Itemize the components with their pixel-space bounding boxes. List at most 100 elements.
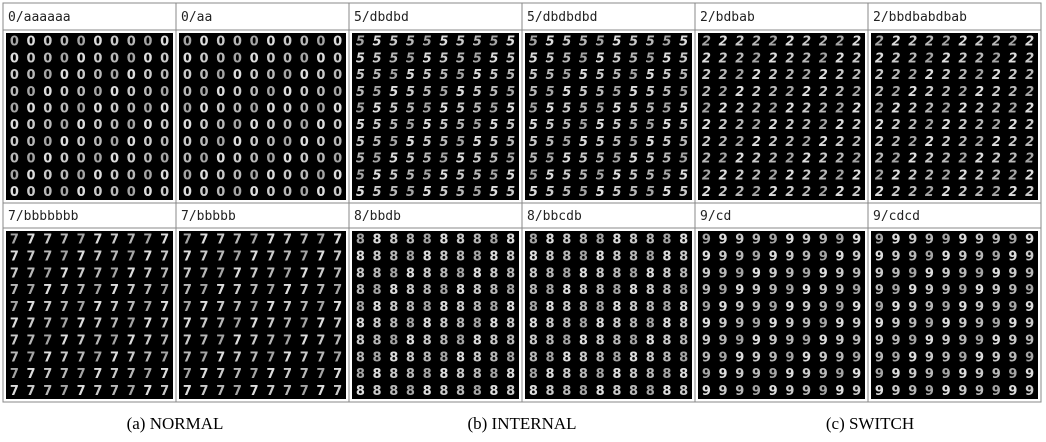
digit-glyph: 9 (835, 317, 844, 332)
digit-glyph: 8 (389, 317, 398, 332)
digit-glyph: 8 (439, 367, 448, 382)
digit-glyph: 9 (958, 266, 967, 281)
digit-glyph: 9 (1008, 334, 1017, 349)
digit-glyph: 5 (529, 101, 538, 116)
digit-glyph: 8 (506, 350, 515, 365)
digit-glyph: 2 (752, 101, 761, 116)
digit-glyph: 8 (646, 350, 655, 365)
digit-glyph: 0 (183, 68, 192, 83)
digit-glyph: 7 (300, 350, 309, 365)
digit-glyph: 0 (183, 101, 192, 116)
digit-glyph: 0 (143, 168, 152, 183)
digit-glyph: 9 (752, 317, 761, 332)
digit-glyph: 9 (702, 266, 711, 281)
digit-glyph: 0 (316, 185, 325, 200)
digit-glyph: 2 (702, 35, 711, 50)
digit-glyph: 9 (925, 384, 934, 399)
digit-glyph: 0 (110, 101, 119, 116)
digit-glyph: 8 (506, 283, 515, 298)
digit-glyph: 7 (183, 250, 192, 265)
digit-glyph: 7 (216, 283, 225, 298)
digit-glyph: 8 (529, 283, 538, 298)
digit-glyph: 5 (546, 168, 555, 183)
digit-glyph: 8 (473, 317, 482, 332)
digit-glyph: 5 (423, 168, 432, 183)
digit-glyph: 0 (250, 185, 259, 200)
digit-glyph: 0 (200, 101, 209, 116)
digit-glyph: 9 (875, 233, 884, 248)
digit-glyph: 9 (942, 317, 951, 332)
digit-glyph: 8 (646, 300, 655, 315)
digit-glyph: 7 (110, 250, 119, 265)
digit-glyph: 0 (283, 51, 292, 66)
digit-glyph: 8 (662, 317, 671, 332)
digit-glyph: 0 (233, 101, 242, 116)
digit-glyph: 9 (819, 283, 828, 298)
digit-glyph: 9 (702, 300, 711, 315)
digit-glyph: 0 (160, 168, 169, 183)
digit-glyph: 2 (925, 35, 934, 50)
digit-glyph: 8 (439, 384, 448, 399)
digit-glyph: 8 (562, 250, 571, 265)
digit-glyph: 0 (160, 185, 169, 200)
digit-glyph: 8 (473, 334, 482, 349)
digit-glyph: 0 (60, 135, 69, 150)
digit-glyph: 0 (283, 101, 292, 116)
digit-glyph: 9 (875, 317, 884, 332)
digit-glyph: 8 (356, 233, 365, 248)
digit-glyph: 2 (1025, 168, 1034, 183)
digit-glyph: 0 (316, 35, 325, 50)
digit-glyph: 5 (629, 118, 638, 133)
digit-glyph: 7 (266, 350, 275, 365)
digit-glyph: 5 (546, 118, 555, 133)
digit-glyph: 7 (250, 334, 259, 349)
digit-glyph: 7 (200, 233, 209, 248)
digit-glyph: 9 (892, 367, 901, 382)
digit-glyph: 7 (27, 233, 36, 248)
digit-glyph: 5 (473, 118, 482, 133)
digit-glyph: 5 (439, 35, 448, 50)
digit-glyph: 5 (562, 51, 571, 66)
digit-glyph: 5 (456, 152, 465, 167)
digit-glyph: 0 (333, 35, 342, 50)
digit-glyph: 0 (266, 168, 275, 183)
digit-glyph: 0 (143, 85, 152, 100)
digit-glyph: 2 (908, 118, 917, 133)
digit-glyph: 5 (646, 185, 655, 200)
digit-glyph: 9 (769, 266, 778, 281)
digit-glyph: 5 (612, 185, 621, 200)
digit-glyph: 0 (110, 135, 119, 150)
digit-glyph: 9 (992, 317, 1001, 332)
digit-glyph: 8 (473, 300, 482, 315)
digit-glyph: 8 (356, 384, 365, 399)
digit-glyph: 0 (300, 185, 309, 200)
digit-glyph: 9 (852, 384, 861, 399)
digit-glyph: 2 (958, 35, 967, 50)
digit-glyph: 8 (406, 317, 415, 332)
digit-glyph: 7 (43, 233, 52, 248)
digit-glyph: 7 (110, 334, 119, 349)
digit-glyph: 8 (506, 384, 515, 399)
digit-glyph: 8 (629, 283, 638, 298)
digit-glyph: 2 (992, 101, 1001, 116)
digit-glyph: 8 (546, 334, 555, 349)
panel: 5/dbdbdbd5555555555555555555555555555555… (522, 3, 695, 203)
digit-glyph: 5 (629, 168, 638, 183)
digit-glyph: 9 (702, 317, 711, 332)
digit-glyph: 0 (333, 135, 342, 150)
digit-glyph: 5 (562, 35, 571, 50)
digit-glyph: 8 (406, 300, 415, 315)
panel-label: 8/bbdb (354, 209, 401, 224)
digit-glyph: 9 (875, 367, 884, 382)
digit-glyph: 9 (769, 250, 778, 265)
digit-glyph: 9 (735, 283, 744, 298)
digit-glyph: 2 (1008, 101, 1017, 116)
digit-glyph: 5 (356, 35, 365, 50)
digit-glyph: 9 (702, 367, 711, 382)
digit-glyph: 2 (769, 68, 778, 83)
digit-glyph: 5 (489, 68, 498, 83)
digit-glyph: 2 (958, 135, 967, 150)
digit-glyph: 5 (406, 51, 415, 66)
digit-glyph: 8 (439, 283, 448, 298)
digit-glyph: 7 (183, 350, 192, 365)
